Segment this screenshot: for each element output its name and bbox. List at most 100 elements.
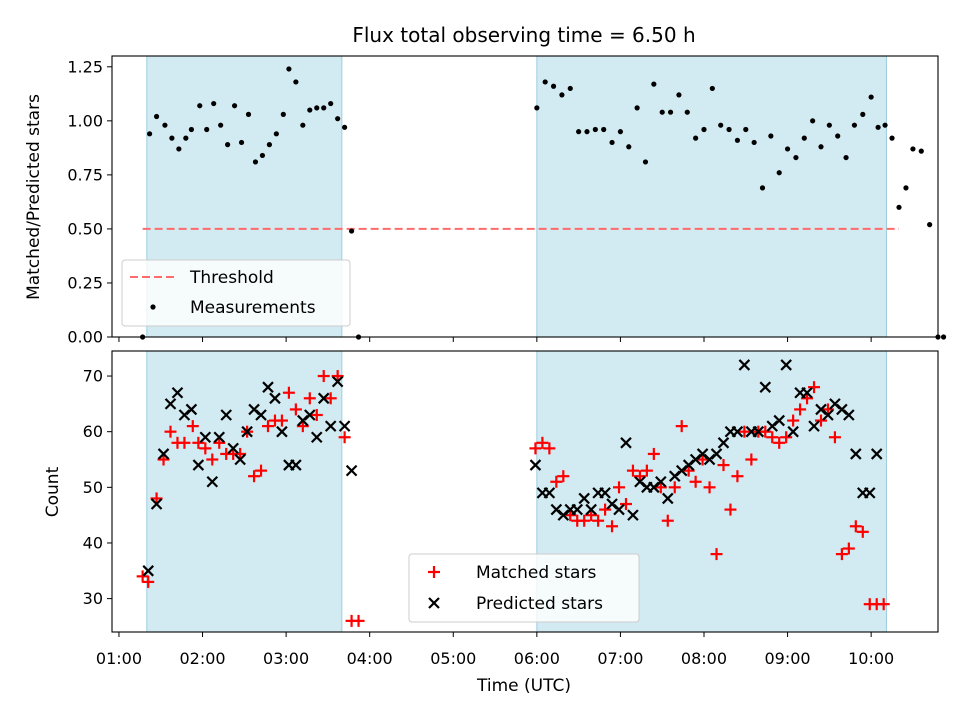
y-axis-label: Matched/Predicted stars — [24, 94, 44, 300]
matched-star-point — [835, 548, 848, 561]
legend-measurement-swatch — [150, 304, 156, 310]
predicted-star-point — [655, 475, 667, 488]
matched-star-point — [186, 420, 199, 433]
panel-counts: 30 40 50 60 70 Count 01:00 02:00 03:00 04:00 05:… — [43, 350, 939, 696]
predicted-star-point — [192, 459, 205, 471]
legend-matched-swatch — [428, 566, 440, 578]
predicted-star-point — [324, 420, 337, 432]
x-tick-label: 03:00 — [263, 649, 309, 668]
measurement-point — [875, 124, 881, 130]
matched-star-point — [564, 509, 577, 522]
predicted-star-point — [801, 386, 813, 399]
measurement-point — [335, 116, 341, 122]
matched-star-point — [310, 408, 323, 421]
predicted-star-point — [571, 503, 584, 516]
matched-star-point — [303, 392, 316, 405]
panel-ratio: 0.00 0.25 0.50 0.75 1.00 1.25 Matched/Predict… — [24, 55, 947, 347]
measurement-point — [818, 144, 824, 150]
matched-star-point — [668, 481, 681, 494]
predicted-star-point — [627, 509, 639, 521]
predicted-star-point — [661, 492, 674, 505]
matched-star-point — [592, 514, 605, 527]
measurement-point — [245, 111, 252, 117]
predicted-star-point — [870, 448, 883, 460]
matched-star-point — [773, 436, 786, 449]
measurement-point — [701, 126, 707, 133]
x-tick-label: 07:00 — [597, 649, 643, 668]
y-tick-label: 1.00 — [67, 111, 103, 130]
matched-star-point — [164, 425, 177, 438]
predicted-star-point — [269, 392, 281, 405]
matched-star-point — [213, 436, 226, 449]
matched-star-point — [206, 453, 219, 466]
x-axis-label: Time (UTC) — [476, 676, 571, 696]
y-tick-label: 0.75 — [67, 165, 103, 184]
predicted-star-point — [142, 565, 154, 577]
predicted-star-point — [578, 492, 590, 505]
measurement-point — [882, 122, 888, 128]
axis-ticks: 30 40 50 60 70 — [83, 367, 872, 637]
measurement-point — [676, 92, 682, 98]
legend-measurement-label: Measurements — [190, 298, 316, 318]
predicted-star-point — [738, 359, 751, 371]
measurement-point — [273, 131, 279, 137]
measurement-point — [709, 85, 715, 92]
measurement-point — [684, 109, 690, 115]
matched-star-point — [606, 520, 619, 533]
predicted-star-point — [317, 392, 330, 405]
measurement-point — [584, 129, 590, 135]
matched-star-point — [801, 392, 814, 405]
predicted-star-point — [717, 437, 730, 449]
matched-star-point — [317, 370, 330, 383]
legend-box — [408, 553, 640, 623]
axes-frame — [111, 55, 939, 338]
measurement-point — [751, 139, 757, 146]
matched-star-point — [578, 514, 591, 527]
predicted-star-point — [157, 448, 170, 460]
measurement-point — [651, 81, 657, 87]
matched-star-point — [550, 475, 563, 488]
matched-star-point — [599, 503, 612, 516]
x-tick-label: 01:00 — [96, 649, 142, 668]
measurement-point — [927, 222, 933, 228]
predicted-star-point — [843, 409, 855, 421]
measurement-point — [693, 135, 699, 141]
measurement-point — [759, 185, 766, 191]
measurement-point — [743, 126, 749, 133]
measurement-point — [348, 228, 355, 234]
predicted-star-point — [787, 425, 799, 438]
matched-star-point — [192, 436, 205, 449]
measurement-point — [176, 146, 182, 152]
matched-star-point — [877, 598, 890, 611]
matched-star-point — [142, 575, 155, 588]
predicted-star-point — [206, 475, 219, 488]
matched-star-point — [842, 542, 855, 555]
count-points — [136, 359, 890, 627]
matched-star-point — [255, 464, 268, 477]
measurement-point — [231, 103, 238, 109]
x-tick-label: 02:00 — [179, 649, 225, 668]
measurement-point — [609, 139, 615, 146]
axes-frame — [111, 350, 939, 633]
measurement-point — [940, 334, 947, 340]
measurement-points — [140, 66, 947, 340]
matched-star-point — [745, 453, 758, 466]
measurement-point — [300, 122, 306, 128]
measurement-point — [266, 142, 272, 148]
x-tick-label: 05:00 — [430, 649, 476, 668]
x-tick-label: 09:00 — [765, 649, 811, 668]
predicted-star-point — [199, 431, 212, 444]
matched-star-point — [626, 464, 639, 477]
measurement-point — [768, 133, 774, 139]
x-tick-label: 04:00 — [347, 649, 393, 668]
matched-star-point — [654, 481, 667, 494]
matched-star-point — [619, 498, 632, 511]
measurement-point — [793, 154, 799, 161]
legend-matched-label: Matched stars — [476, 563, 596, 583]
matched-star-point — [633, 470, 646, 483]
predicted-star-point — [262, 381, 274, 393]
matched-star-point — [821, 403, 834, 416]
matched-star-point — [675, 420, 688, 433]
predicted-star-point — [585, 503, 597, 516]
measurement-point — [153, 113, 160, 120]
